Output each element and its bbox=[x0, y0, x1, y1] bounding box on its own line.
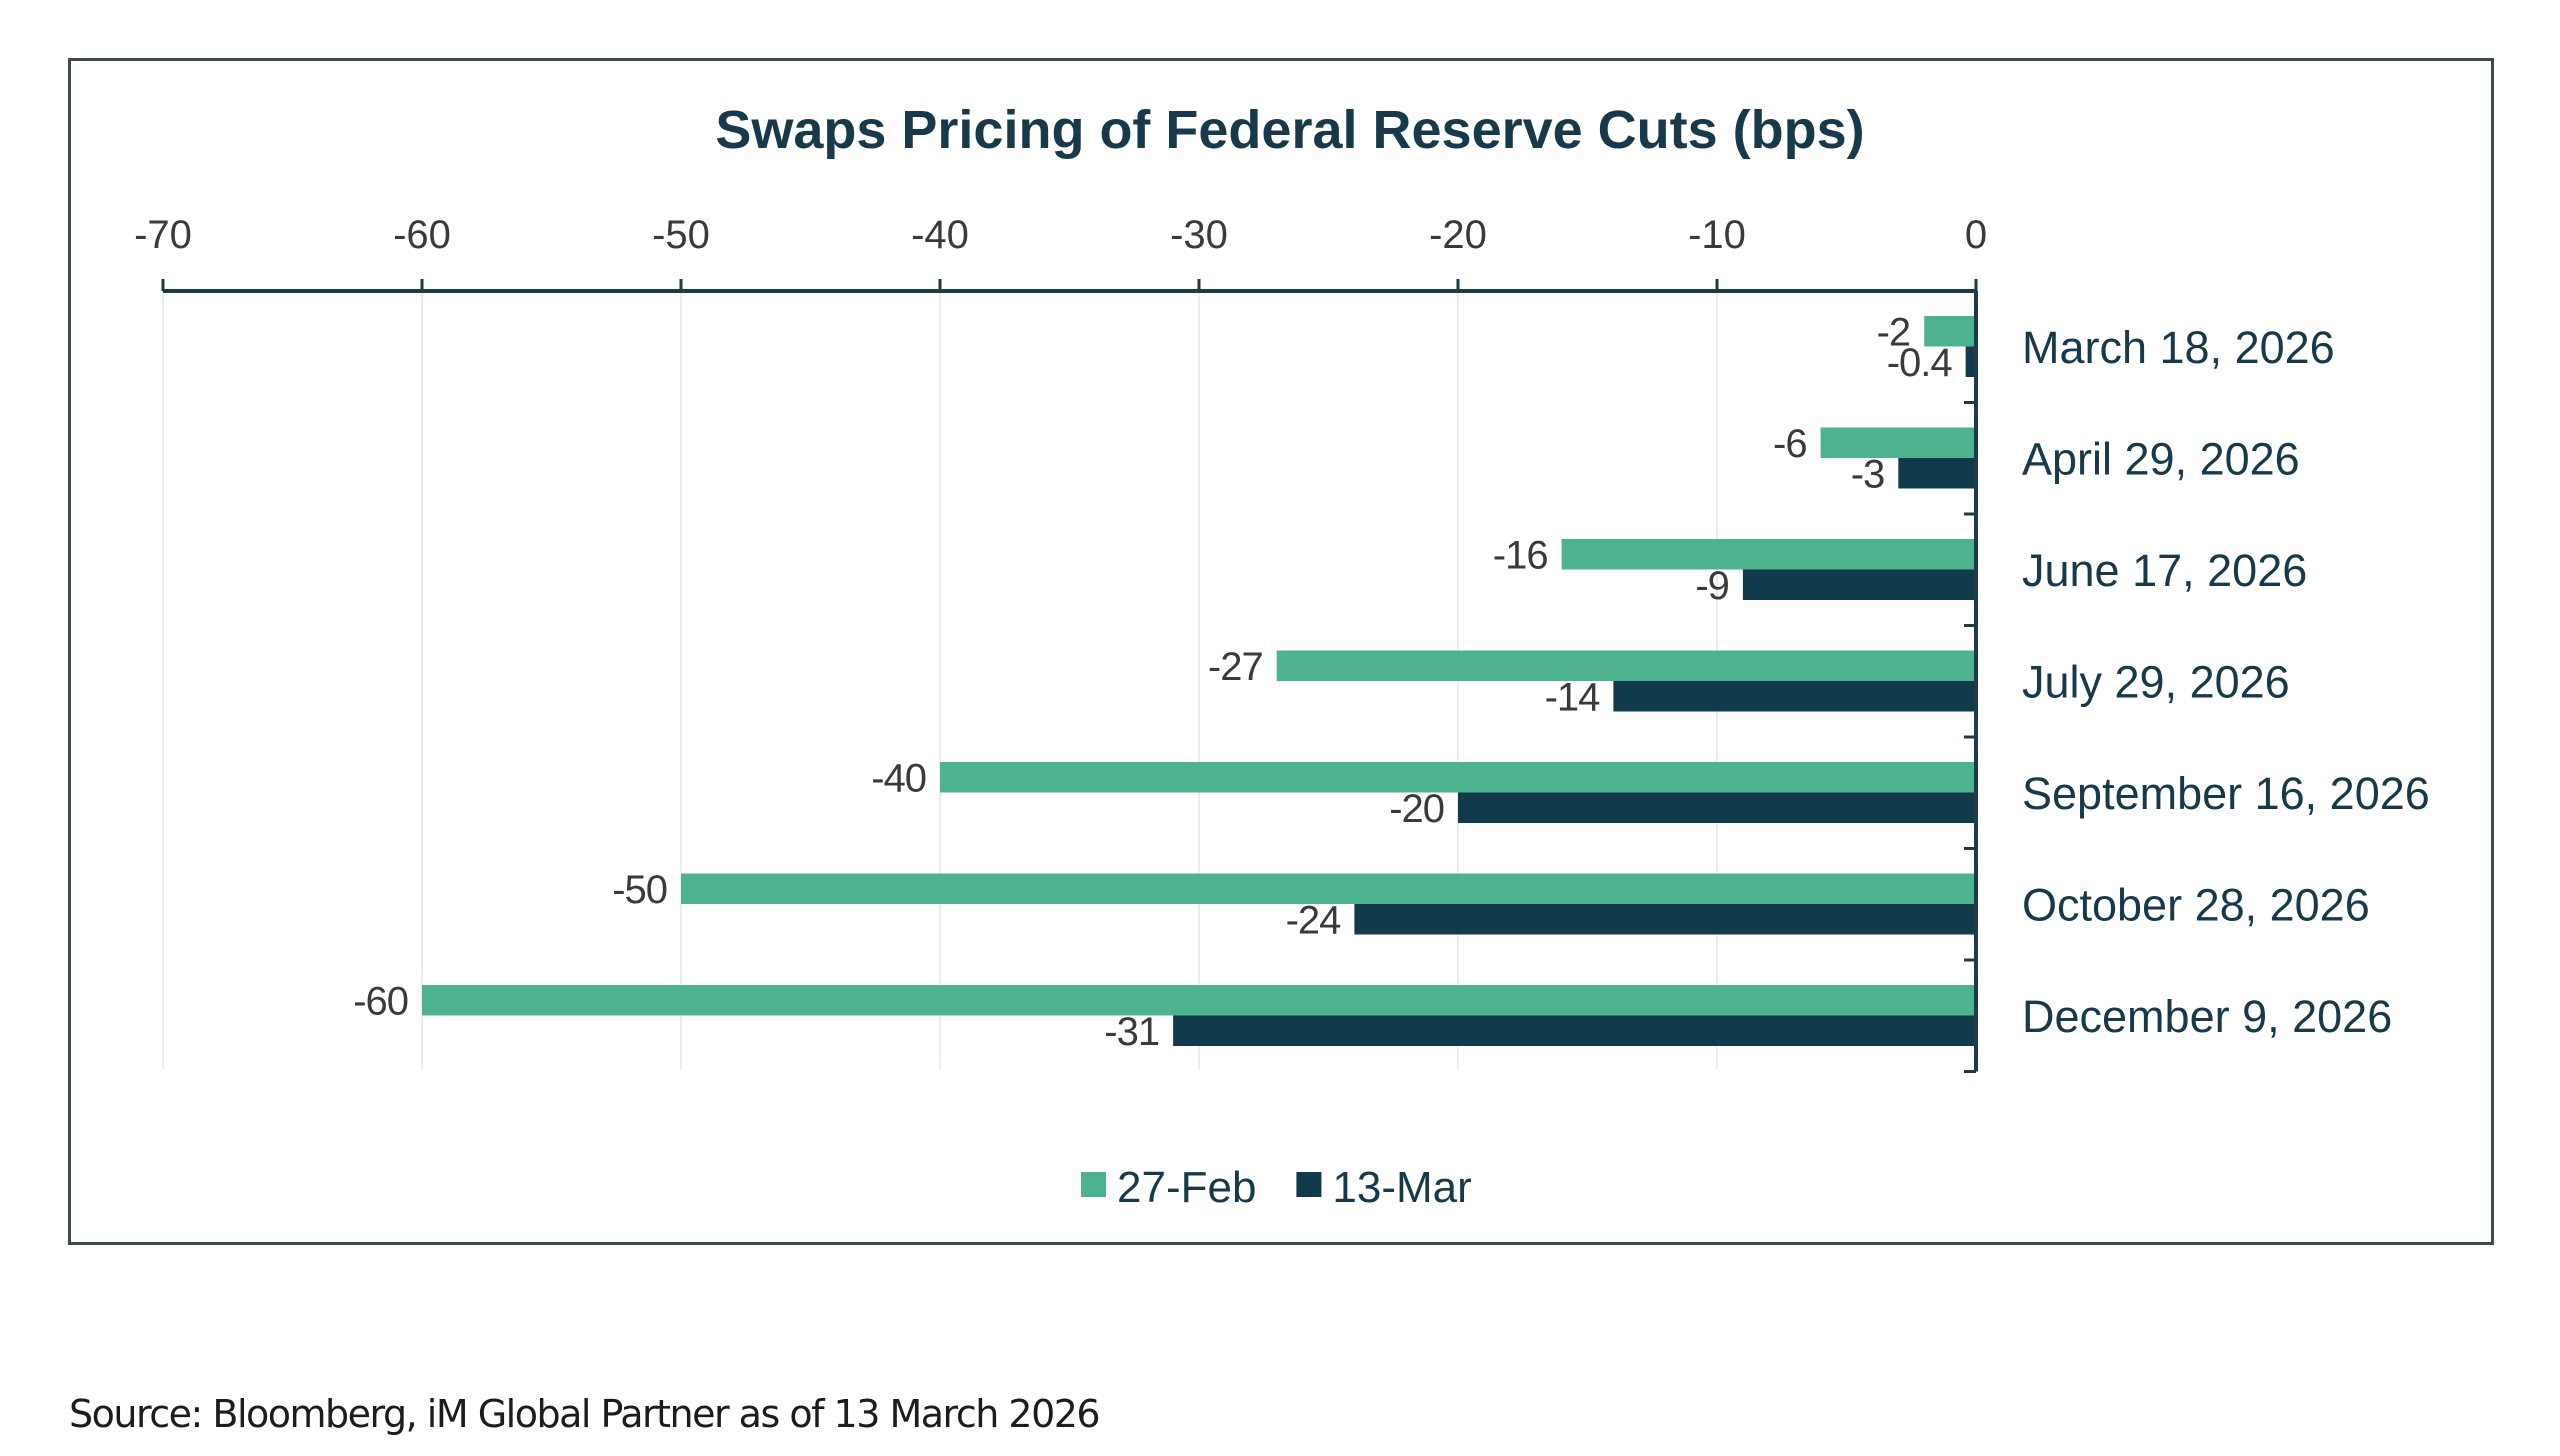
gridlines bbox=[162, 291, 1718, 1070]
data-label: -31 bbox=[1104, 1010, 1159, 1054]
category-label: October 28, 2026 bbox=[2022, 879, 2370, 930]
data-label: -6 bbox=[1773, 422, 1807, 466]
category-label: March 18, 2026 bbox=[2022, 322, 2335, 373]
x-tick-label: -40 bbox=[911, 213, 969, 257]
legend-label: 13-Mar bbox=[1332, 1163, 1471, 1212]
bar-27-feb bbox=[1924, 316, 1976, 347]
chart-frame bbox=[68, 58, 2494, 1245]
bar-27-feb bbox=[681, 873, 1976, 904]
bar-13-mar bbox=[1173, 1015, 1976, 1046]
x-tick-label: -10 bbox=[1688, 213, 1746, 257]
bar-27-feb bbox=[422, 985, 1976, 1016]
data-label: -60 bbox=[353, 979, 408, 1023]
x-tick-label: -70 bbox=[134, 213, 192, 257]
category-label: December 9, 2026 bbox=[2022, 991, 2392, 1042]
bar-13-mar bbox=[1458, 792, 1976, 823]
source-note: Source: Bloomberg, iM Global Partner as … bbox=[69, 1392, 1101, 1436]
bar-27-feb bbox=[1820, 427, 1976, 458]
bar-13-mar bbox=[1898, 458, 1976, 489]
chart-title: Swaps Pricing of Federal Reserve Cuts (b… bbox=[715, 100, 1864, 160]
data-label: -14 bbox=[1545, 675, 1601, 719]
bar-13-mar bbox=[1742, 569, 1976, 600]
axes: -70 -60 -50 -40 -30 -20 -10 0 March 18, 2026 Apri… bbox=[134, 213, 2430, 1073]
data-label: -9 bbox=[1695, 564, 1729, 608]
data-label: -16 bbox=[1493, 533, 1548, 577]
data-labels: -2-0.4 -6 -3 -16 -9 -27 -14 -40 -20 -50 -24 -60 -31 bbox=[353, 310, 1953, 1054]
x-tick-label: -50 bbox=[652, 213, 710, 257]
bar-27-feb bbox=[1561, 539, 1976, 570]
data-label: -20 bbox=[1389, 787, 1444, 831]
bar-13-mar bbox=[1613, 681, 1976, 712]
x-tick-label: 0 bbox=[1965, 213, 1987, 257]
bar-27-feb bbox=[1276, 650, 1976, 681]
data-label: -3 bbox=[1851, 452, 1885, 496]
bar-13-mar bbox=[1354, 904, 1976, 935]
x-tick-label: -30 bbox=[1170, 213, 1228, 257]
legend-swatch bbox=[1081, 1172, 1106, 1197]
category-label: July 29, 2026 bbox=[2022, 656, 2290, 707]
data-label: -40 bbox=[871, 756, 926, 800]
bars bbox=[422, 316, 1976, 1046]
data-label: -2 bbox=[1877, 310, 1911, 354]
category-label: April 29, 2026 bbox=[2022, 433, 2300, 484]
x-tick-label: -60 bbox=[393, 213, 451, 257]
legend: 27-Feb 13-Mar bbox=[1081, 1163, 1472, 1212]
category-label: June 17, 2026 bbox=[2022, 545, 2307, 596]
bar-13-mar bbox=[1965, 346, 1976, 377]
category-label: September 16, 2026 bbox=[2022, 768, 2430, 819]
legend-swatch bbox=[1296, 1172, 1322, 1197]
bar-27-feb bbox=[940, 762, 1976, 793]
data-label: -50 bbox=[612, 868, 667, 912]
legend-label: 27-Feb bbox=[1117, 1163, 1256, 1212]
data-label: -27 bbox=[1208, 645, 1263, 689]
data-label: -0.4 bbox=[1887, 341, 1953, 385]
x-tick-label: -20 bbox=[1429, 213, 1487, 257]
data-label: -24 bbox=[1286, 898, 1342, 942]
